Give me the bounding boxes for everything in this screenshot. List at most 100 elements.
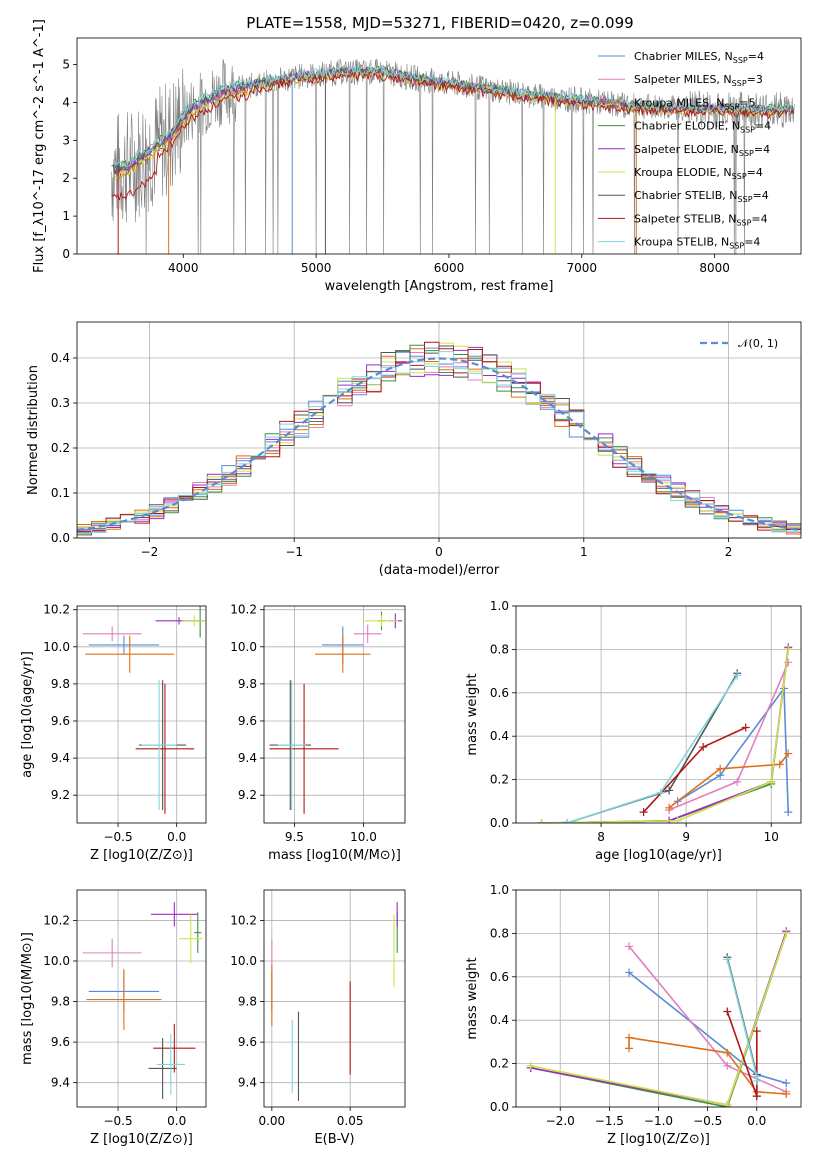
x-tick-label: 8000 [699,261,730,275]
y-tick-label: 0.2 [490,1057,509,1071]
y-tick-label: 10.0 [43,640,70,654]
weight-line-kroupa_stelib [566,674,738,823]
y-axis-label: age [log10(age/yr)] [20,651,35,778]
weight-marker-salpeter_miles [625,942,634,951]
histogram-step-kroupa_stelib [77,351,801,533]
y-tick-label: 9.8 [51,995,70,1009]
y-axis-label: Normed distribution [26,365,41,495]
weight-marker-salpeter_miles [723,1061,732,1070]
x-tick-label: −0.5 [103,1114,132,1128]
y-tick-label: 9.2 [51,788,70,802]
legend-label: Chabrier STELIB, NSSP=4 [634,189,769,204]
y-tick-label: 0.0 [51,531,70,545]
weight-marker-kroupa_miles [782,1089,791,1098]
axes-frame [76,605,207,824]
age-vs-mass-marks [269,611,403,814]
age-vs-Z-plot [82,606,206,814]
legend-label: Chabrier ELODIE, NSSP=4 [634,120,771,135]
x-tick-label: 8 [597,830,605,844]
y-tick-label: 9.8 [238,995,257,1009]
y-tick-label: 0.6 [490,686,509,700]
weight-marker-kroupa_elodie [784,645,793,654]
y-axis-label: mass weight [465,673,480,755]
y-tick-label: 0.8 [490,642,509,656]
weight-marker-chabrier_miles [784,808,793,817]
x-tick-label: 9.5 [285,830,304,844]
residuals-marks [77,341,801,536]
axes-frame [76,37,802,255]
weight-line-kroupa_miles [668,753,789,809]
x-tick-label: 0.0 [167,1114,186,1128]
legend-label: Salpeter ELODIE, NSSP=4 [634,143,770,158]
y-tick-label: 9.6 [238,1035,257,1049]
y-tick-label: 2 [62,171,70,185]
y-tick-label: 10.0 [230,954,257,968]
mass-vs-Z-axes: −0.5 0.0 9.4 9.6 9.8 10.0 10.2 Z [log10(Z/Z⊙)] m… [20,890,206,1147]
x-tick-label: −2.0 [546,1114,575,1128]
x-tick-label: −1.5 [595,1114,624,1128]
axes-frame [515,889,802,1108]
y-axis-label: mass weight [465,957,480,1039]
weight-marker-kroupa_miles [625,1044,634,1053]
residuals-plot [77,341,801,536]
legend-label: Chabrier MILES, NSSP=4 [634,50,764,65]
weight-marker-kroupa_stelib [752,1076,761,1085]
weight-line-chabrier_miles [677,686,789,813]
mass-vs-Z-plot [82,902,203,1099]
mass-vs-ebv-marks [271,902,398,1101]
spectrum-model-line-salpeter_stelib [111,69,795,201]
x-axis-label: mass [log10(M/M⊙)] [268,848,401,863]
y-tick-label: 1 [62,209,70,223]
age-vs-Z-axes: −0.5 0.0 9.2 9.4 9.6 9.8 10.0 10.2 Z [log10(Z/Z⊙… [20,603,206,863]
y-tick-label: 1.0 [490,883,509,897]
spectrum-legend: Chabrier MILES, NSSP=4 Salpeter MILES, NS… [598,50,771,251]
legend-label: 𝒩(0, 1) [738,337,778,350]
residual-legend: 𝒩(0, 1) [700,337,778,350]
weight-marker-kroupa_miles [625,1033,634,1042]
weight-marker-kroupa_miles [716,764,725,773]
x-tick-label: −2 [141,545,159,559]
x-tick-label: 5000 [301,261,332,275]
x-tick-label: 0.05 [337,1114,364,1128]
weight-line-kroupa_elodie [541,649,789,823]
weight-marker-chabrier_stelib [665,786,674,795]
y-tick-label: 9.6 [238,714,257,728]
y-tick-label: 1.0 [490,599,509,613]
y-tick-label: 0.4 [490,729,509,743]
y-tick-label: 10.2 [230,603,257,617]
x-axis-label: Z [log10(Z/Z⊙)] [90,1132,193,1147]
axes-frame [263,889,406,1108]
x-tick-label: −0.5 [103,830,132,844]
y-tick-label: 0.0 [490,1100,509,1114]
spectrum-data-line [111,58,795,254]
weight-marker-kroupa_elodie [537,819,546,823]
weight-marker-chabrier_miles [625,968,634,977]
weight-marker-kroupa_elodie [767,777,776,786]
x-tick-label: 4000 [168,261,199,275]
x-tick-label: 10.0 [350,830,377,844]
axes-frame [263,605,406,824]
x-tick-label: 2 [725,545,733,559]
x-tick-label: 0.0 [747,1114,766,1128]
y-tick-label: 10.0 [43,954,70,968]
weight-marker-salpeter_stelib [723,1007,732,1016]
age-vs-mass-axes: 9.5 10.0 9.2 9.4 9.6 9.8 10.0 10.2 mass [log10(M… [230,603,405,863]
legend-label: Salpeter MILES, NSSP=3 [634,73,763,88]
y-tick-label: 10.2 [43,913,70,927]
residuals-axes: −2 −1 0 1 2 0.0 0.1 0.2 0.3 0.4 (data-model)/error… [26,322,801,578]
weight-marker-salpeter_miles [733,777,742,786]
y-tick-label: 9.8 [238,677,257,691]
y-tick-label: 9.4 [238,1076,257,1090]
y-tick-label: 3 [62,133,70,147]
weight-marker-kroupa_elodie [723,1100,732,1107]
x-tick-label: −1 [285,545,303,559]
x-tick-label: 0 [435,545,443,559]
histogram-step-salpeter_elodie [77,346,801,531]
y-tick-label: 0.2 [51,441,70,455]
weight-marker-salpeter_stelib [699,743,708,752]
weight-marker-kroupa_elodie [673,816,682,823]
weight-vs-Z-plot [526,927,791,1107]
weight-marker-kroupa_stelib [733,671,742,680]
age-vs-mass-plot [269,611,403,814]
